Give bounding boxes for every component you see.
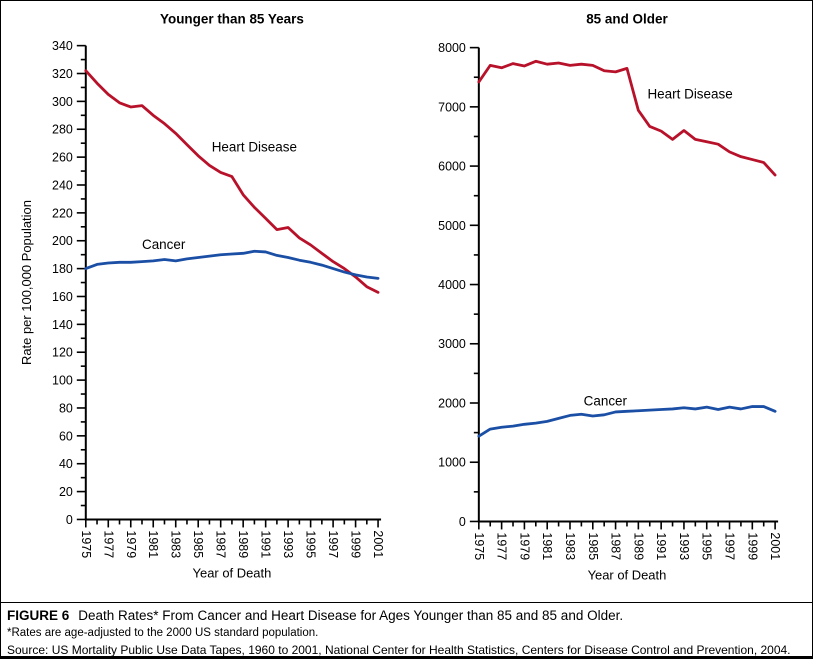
series-label-cancer: Cancer — [584, 393, 628, 408]
y-tick-label: 80 — [59, 401, 73, 415]
chart-title: Younger than 85 Years — [160, 12, 304, 27]
x-tick-label: 1983 — [169, 530, 183, 558]
y-tick-label: 320 — [52, 67, 73, 81]
x-tick-label: 1985 — [191, 530, 205, 558]
y-tick-label: 300 — [52, 95, 73, 109]
x-tick-label: 1991 — [259, 530, 273, 558]
y-tick-label: 8000 — [438, 41, 466, 55]
x-tick-label: 1975 — [79, 530, 93, 558]
x-tick-label: 1979 — [124, 530, 138, 558]
caption-source: Source: US Mortality Public Use Data Tap… — [7, 642, 791, 657]
x-tick-label: 1995 — [304, 530, 318, 558]
series-line-heart-disease — [477, 59, 777, 177]
x-tick-label: 2001 — [371, 530, 385, 558]
charts-row: Younger than 85 Years 0 20 40 60 80 100 120 140 1… — [1, 1, 812, 602]
series-label-cancer: Cancer — [142, 237, 186, 252]
x-tick-label: 1977 — [101, 530, 115, 558]
x-tick-label: 1981 — [540, 532, 554, 560]
x-tick-label: 1995 — [700, 532, 714, 560]
y-tick-label: 4000 — [438, 278, 466, 292]
y-tick-label: 240 — [52, 178, 73, 192]
y-tick-label: 20 — [59, 485, 73, 499]
x-tick-label: 1989 — [236, 530, 250, 558]
y-tick-label: 2000 — [438, 396, 466, 410]
y-tick-label: 200 — [52, 234, 73, 248]
x-tick-label: 1997 — [723, 532, 737, 560]
x-axis-label: Year of Death — [588, 567, 667, 582]
x-tick-label: 1991 — [654, 532, 668, 560]
caption-footnote: *Rates are age-adjusted to the 2000 US s… — [7, 627, 319, 640]
x-tick-label: 1993 — [281, 530, 295, 558]
x-tick-label: 1975 — [472, 532, 486, 560]
x-tick-label: 1977 — [495, 532, 509, 560]
chart-younger-than-85: Younger than 85 Years 0 20 40 60 80 100 120 140 1… — [19, 12, 385, 581]
y-tick-label: 1000 — [438, 456, 466, 470]
series-line-cancer — [477, 405, 777, 438]
x-axis-label: Year of Death — [193, 565, 272, 580]
x-tick-label: 2001 — [768, 532, 782, 560]
y-tick-label: 260 — [52, 151, 73, 165]
y-tick-label: 0 — [459, 515, 466, 529]
y-tick-label: 180 — [52, 262, 73, 276]
y-tick-label: 160 — [52, 290, 73, 304]
y-tick-label: 0 — [66, 513, 73, 527]
y-tick-label: 120 — [52, 346, 73, 360]
figure-caption: FIGURE 6 Death Rates* From Cancer and Hea… — [1, 602, 812, 657]
x-tick-label: 1997 — [326, 530, 340, 558]
y-tick-label: 340 — [52, 39, 73, 53]
y-tick-label: 6000 — [438, 160, 466, 174]
y-tick-label: 40 — [59, 457, 73, 471]
x-tick-label: 1983 — [563, 532, 577, 560]
caption-title: Death Rates* From Cancer and Heart Disea… — [78, 608, 624, 623]
caption-figure-label: FIGURE 6 — [7, 608, 70, 623]
x-tick-label: 1985 — [586, 532, 600, 560]
y-tick-label: 140 — [52, 318, 73, 332]
chart-85-and-older: 85 and Older 0 1000 2000 3000 4000 5000 6000 700… — [438, 12, 782, 583]
y-tick-label: 220 — [52, 206, 73, 220]
y-tick-label: 100 — [52, 374, 73, 388]
x-tick-label: 1989 — [631, 532, 645, 560]
x-tick-label: 1987 — [609, 532, 623, 560]
x-tick-label: 1981 — [146, 530, 160, 558]
x-tick-label: 1987 — [214, 530, 228, 558]
y-tick-label: 3000 — [438, 337, 466, 351]
y-tick-label: 280 — [52, 123, 73, 137]
y-tick-label: 60 — [59, 429, 73, 443]
caption-line-title: FIGURE 6 Death Rates* From Cancer and Hea… — [7, 608, 806, 624]
series-line-cancer — [84, 249, 380, 280]
series-label-heart-disease: Heart Disease — [647, 87, 732, 102]
series-line-heart-disease — [84, 69, 380, 294]
y-axis-label: Rate per 100,000 Population — [19, 200, 34, 365]
x-tick-label: 1993 — [677, 532, 691, 560]
x-tick-label: 1999 — [349, 530, 363, 558]
chart-title: 85 and Older — [586, 12, 668, 27]
x-tick-label: 1999 — [745, 532, 759, 560]
x-tick-label: 1979 — [517, 532, 531, 560]
series-label-heart-disease: Heart Disease — [212, 140, 297, 155]
y-tick-label: 7000 — [438, 100, 466, 114]
y-tick-label: 5000 — [438, 219, 466, 233]
